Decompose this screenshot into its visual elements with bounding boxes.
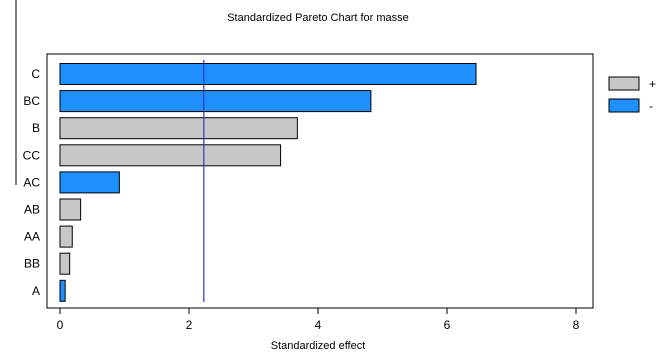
bar-b bbox=[59, 117, 298, 140]
category-label-ab: AB bbox=[24, 203, 40, 217]
x-tick-label: 4 bbox=[315, 318, 322, 332]
category-label-aa: AA bbox=[24, 230, 40, 244]
x-tick-label: 0 bbox=[57, 318, 64, 332]
category-label-a: A bbox=[32, 284, 40, 298]
bar-aa bbox=[59, 225, 73, 248]
category-label-cc: CC bbox=[23, 148, 41, 162]
bars-group bbox=[59, 63, 477, 302]
category-label-c: C bbox=[31, 67, 40, 81]
category-label-ac: AC bbox=[23, 175, 40, 189]
x-tick-label: 2 bbox=[186, 318, 193, 332]
legend-swatch bbox=[608, 98, 640, 113]
category-label-bb: BB bbox=[24, 257, 40, 271]
legend-swatch bbox=[608, 76, 640, 91]
bar-cc bbox=[59, 144, 282, 167]
x-tick-label: 8 bbox=[573, 318, 580, 332]
bar-a bbox=[59, 279, 66, 302]
bar-bb bbox=[59, 252, 71, 275]
x-axis: 0 2 4 6 8 bbox=[57, 308, 580, 332]
x-axis-label: Standardized effect bbox=[271, 340, 366, 352]
category-label-bc: BC bbox=[23, 94, 40, 108]
category-label-b: B bbox=[32, 121, 40, 135]
bar-ab bbox=[59, 198, 82, 221]
x-tick-label: 6 bbox=[444, 318, 451, 332]
legend-label: - bbox=[649, 99, 653, 113]
bar-bc bbox=[59, 90, 372, 113]
bar-ac bbox=[59, 171, 120, 194]
legend-label: + bbox=[649, 77, 656, 91]
category-labels: C BC B CC AC AB AA BB A bbox=[23, 67, 41, 298]
chart-title: Standardized Pareto Chart for masse bbox=[227, 12, 409, 24]
bar-c bbox=[59, 63, 477, 85]
legend: +- bbox=[608, 76, 656, 113]
